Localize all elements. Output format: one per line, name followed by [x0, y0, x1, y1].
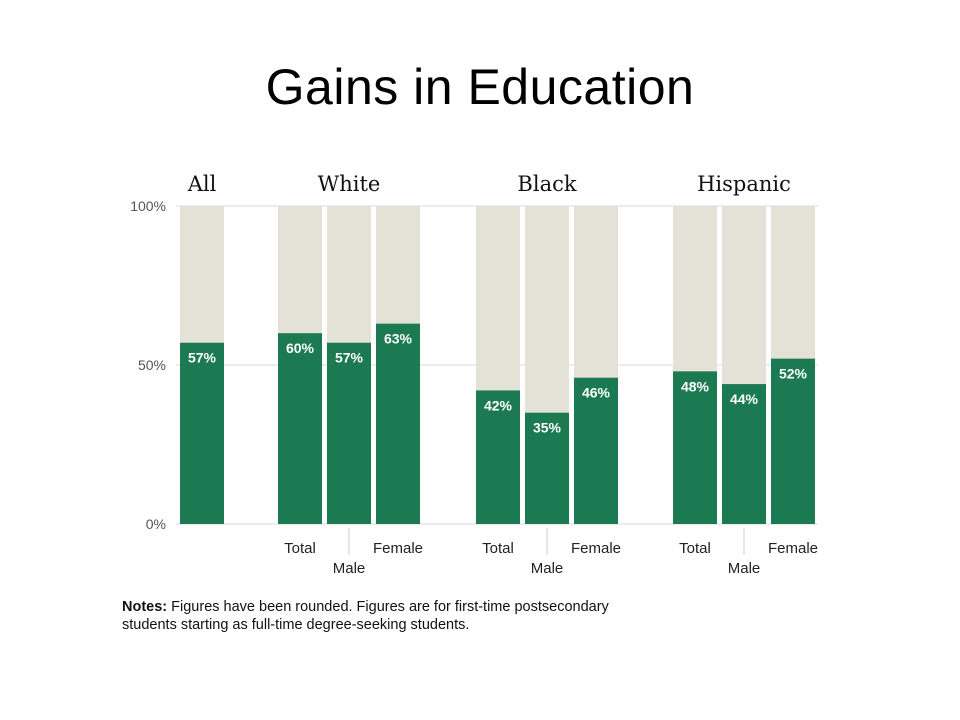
- slide-title: Gains in Education: [265, 59, 695, 115]
- bar: [525, 412, 569, 524]
- bar: [673, 371, 717, 524]
- bar: [180, 342, 224, 524]
- group-header: All: [187, 172, 217, 196]
- bar-value-label: 60%: [286, 340, 315, 356]
- x-tick-label: Male: [333, 560, 366, 577]
- notes-text: Figures have been rounded. Figures are f…: [122, 599, 609, 633]
- y-tick-label: 50%: [138, 357, 166, 373]
- bar-value-label: 42%: [484, 397, 513, 413]
- x-tick-label: Female: [373, 540, 423, 557]
- x-tick-label: Total: [679, 540, 711, 557]
- x-tick-label: Female: [571, 540, 621, 557]
- bar-value-label: 57%: [188, 350, 217, 366]
- y-tick-label: 0%: [146, 516, 166, 532]
- bar-value-label: 44%: [730, 391, 759, 407]
- x-tick-label: Female: [768, 540, 818, 557]
- bar-value-label: 48%: [681, 378, 710, 394]
- x-tick-label: Total: [284, 540, 316, 557]
- bar-value-label: 46%: [582, 385, 611, 401]
- group-header: Black: [517, 172, 576, 196]
- bar: [771, 358, 815, 524]
- group-header: Hispanic: [697, 172, 791, 196]
- x-tick-label: Male: [728, 560, 761, 577]
- bar: [376, 323, 420, 524]
- bar: [574, 377, 618, 524]
- bar-value-label: 52%: [779, 366, 808, 382]
- x-tick-label: Male: [531, 560, 564, 577]
- bar-value-label: 57%: [335, 350, 364, 366]
- notes-label: Notes:: [122, 599, 168, 615]
- bar: [722, 384, 766, 524]
- y-tick-label: 100%: [130, 198, 166, 214]
- bar-value-label: 63%: [384, 331, 413, 347]
- bar: [327, 342, 371, 524]
- bar-value-label: 35%: [533, 420, 562, 436]
- x-tick-label: Total: [482, 540, 514, 557]
- bar: [476, 390, 520, 524]
- chart-notes: Notes: Figures have been rounded. Figure…: [122, 598, 642, 634]
- group-header: White: [318, 172, 381, 196]
- bar: [278, 333, 322, 524]
